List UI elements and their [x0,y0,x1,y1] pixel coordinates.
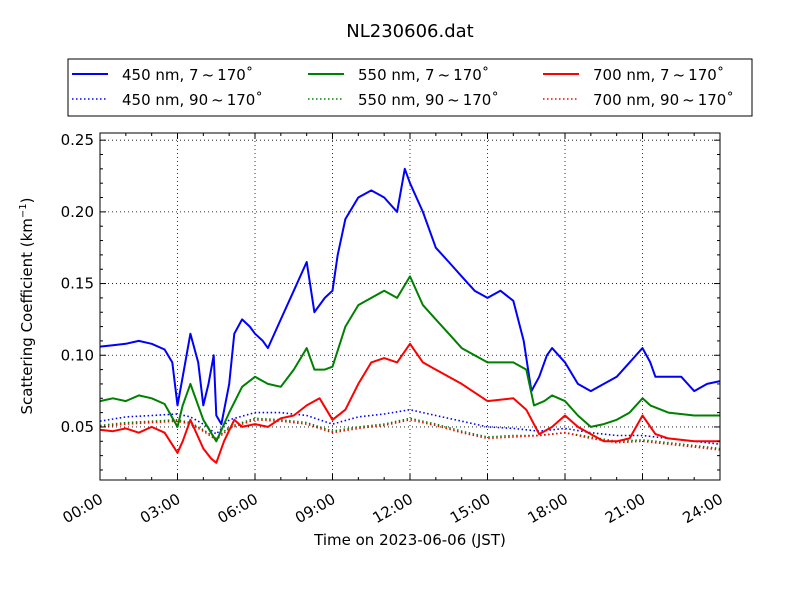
series-line [99,342,720,464]
y-tick-label: 0.10 [61,346,94,364]
legend-label: 700 nm, 90 ~ 170˚ [593,91,734,109]
legend-label: 450 nm, 7 ~ 170˚ [122,66,253,84]
y-tick-label: 0.25 [61,131,94,149]
plot-frame [99,132,721,481]
legend-label: 550 nm, 90 ~ 170˚ [358,91,499,109]
chart-title: NL230606.dat [346,21,473,42]
x-tick-label: 15:00 [447,490,493,527]
y-axis-label-close: ) [18,197,36,203]
legend-label: 700 nm, 7 ~ 170˚ [593,66,724,84]
y-tick-label: 0.05 [61,418,94,436]
series-line [99,417,721,450]
series-line [99,408,721,445]
legend-label: 550 nm, 7 ~ 170˚ [358,66,489,84]
axis-ticks: 00:00 03:00 06:00 09:00 12:00 15:00 18:00 21:00… [60,131,726,527]
y-axis-label-superscript: −1 [18,203,29,218]
grid [100,133,720,480]
x-tick-label: 03:00 [137,490,183,527]
x-tick-label: 06:00 [215,490,261,527]
x-tick-label: 12:00 [370,490,416,527]
x-tick-label: 21:00 [602,490,648,527]
plot-series [99,167,721,464]
y-tick-label: 0.15 [61,275,94,293]
y-axis-label-main: Scattering Coefficient (km [18,218,36,414]
series-line [99,275,720,443]
y-tick-label: 0.20 [61,203,94,221]
x-tick-label: 09:00 [292,490,338,527]
x-tick-label: 18:00 [525,490,571,527]
series-line [99,167,721,426]
x-axis-label: Time on 2023-06-06 (JST) [313,531,506,549]
legend: 450 nm, 7 ~ 170˚ 450 nm, 90 ~ 170˚ 550 nm,… [67,58,753,117]
legend-label: 450 nm, 90 ~ 170˚ [122,91,263,109]
x-tick-label: 24:00 [680,490,726,527]
x-tick-label: 00:00 [60,490,106,527]
legend-frame [67,58,753,117]
y-axis-label: Scattering Coefficient (km−1) [18,197,36,414]
